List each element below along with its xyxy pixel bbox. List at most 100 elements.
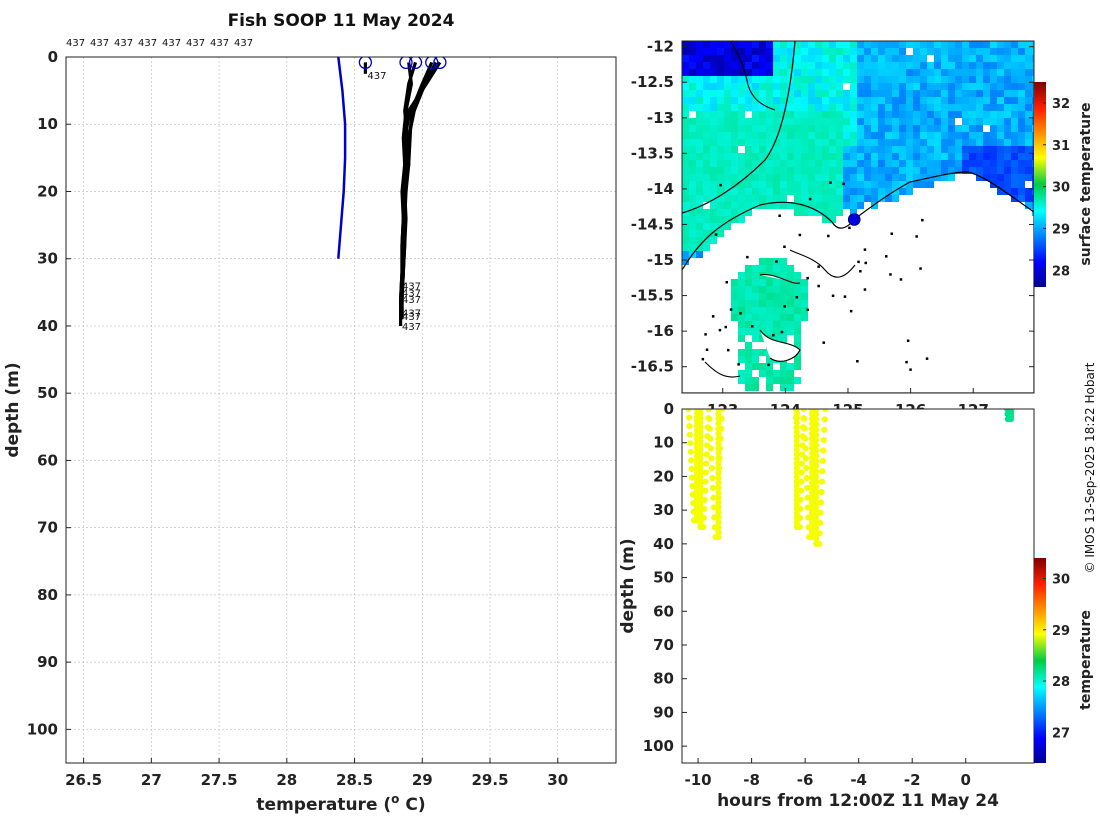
sst-cell: [710, 174, 717, 181]
profile-cast-label: 437: [402, 282, 421, 293]
temperature-sample-point: [709, 474, 716, 482]
sst-cell: [990, 90, 997, 97]
sst-cell: [885, 41, 892, 48]
sst-cell: [1004, 188, 1011, 195]
sst-cell: [892, 153, 899, 160]
sst-cell: [871, 118, 878, 125]
sst-cell: [934, 76, 941, 83]
sst-cell: [738, 377, 745, 384]
sst-cell: [780, 55, 787, 62]
temperature-sample-point: [820, 447, 827, 454]
temperature-sample-point: [793, 523, 800, 531]
sst-cell: [913, 48, 920, 55]
sst-cell: [717, 118, 724, 125]
sst-cell: [752, 97, 759, 104]
sst-cell: [773, 111, 780, 118]
sst-cell: [1018, 132, 1025, 139]
sst-cell: [759, 286, 766, 293]
profile-cast-label: 437: [402, 309, 421, 320]
sst-cell: [787, 48, 794, 55]
sst-cell: [934, 90, 941, 97]
sst-cell: [913, 111, 920, 118]
sst-cell: [801, 209, 808, 216]
sst-cell: [913, 76, 920, 83]
sst-cell: [815, 41, 822, 48]
sst-cell: [829, 125, 836, 132]
sst-cell: [745, 314, 752, 321]
sst-cell: [717, 209, 724, 216]
sst-cell: [997, 62, 1004, 69]
sst-cell: [752, 48, 759, 55]
sst-cell: [780, 153, 787, 160]
sst-cell: [752, 167, 759, 174]
sst-cell: [696, 69, 703, 76]
sst-cell: [1018, 41, 1025, 48]
sst-cell: [843, 174, 850, 181]
temperature-sample-point: [813, 437, 820, 444]
sst-cell: [997, 69, 1004, 76]
sst-cell: [1011, 167, 1018, 174]
sst-cell: [913, 118, 920, 125]
temperature-sample-point: [686, 414, 693, 421]
sst-cell: [1025, 132, 1032, 139]
bathymetry-contour: [682, 41, 796, 214]
island-dot: [705, 348, 709, 351]
sst-cell: [759, 41, 766, 48]
island-dot: [724, 325, 727, 329]
sst-cell: [759, 97, 766, 104]
sst-cell: [969, 118, 976, 125]
sst-cell: [773, 69, 780, 76]
sst-cell: [899, 104, 906, 111]
sst-cell: [773, 174, 780, 181]
island-dot: [780, 330, 784, 334]
sst-cell: [962, 48, 969, 55]
island-dot: [714, 233, 718, 236]
sst-cell: [780, 370, 787, 377]
sst-cell: [717, 160, 724, 167]
sst-cell: [682, 132, 689, 139]
profile-y-tick-label: 0: [48, 48, 58, 66]
sst-cells: [682, 41, 1034, 391]
sst-cell: [906, 83, 913, 90]
sst-cell: [731, 48, 738, 55]
sst-cell: [731, 160, 738, 167]
temperature-sample-point: [820, 437, 827, 444]
timeseries-x-tick-label: -8: [743, 771, 760, 789]
sst-cell: [1018, 76, 1025, 83]
sst-cell: [787, 377, 794, 384]
profile-top-labels: 437 437 437 437 437 437 437 437: [66, 38, 253, 49]
sst-cell: [962, 83, 969, 90]
sst-cell: [682, 202, 689, 209]
sst-cell: [682, 76, 689, 83]
sst-cell: [899, 48, 906, 55]
sst-cell: [717, 69, 724, 76]
sst-cell: [703, 62, 710, 69]
sst-cell: [745, 55, 752, 62]
sst-cell: [864, 195, 871, 202]
sst-cell: [759, 279, 766, 286]
sst-cell: [913, 41, 920, 48]
sst-cell: [878, 153, 885, 160]
sst-cell: [752, 139, 759, 146]
sst-cell: [682, 251, 689, 258]
sst-cell: [696, 181, 703, 188]
sst-cell: [850, 97, 857, 104]
island-dots: [701, 181, 929, 371]
sst-cell: [787, 279, 794, 286]
sst-cell: [871, 181, 878, 188]
sst-cell: [731, 118, 738, 125]
temperature-sample-point: [715, 504, 722, 511]
sst-cell: [815, 174, 822, 181]
sst-cell: [871, 167, 878, 174]
sst-cell: [703, 97, 710, 104]
timeseries-x-tick-label: -4: [850, 771, 867, 789]
sst-cell: [787, 188, 794, 195]
sst-cell: [773, 181, 780, 188]
sst-cell: [871, 62, 878, 69]
sst-cell: [766, 83, 773, 90]
sst-cell: [955, 104, 962, 111]
sst-cell: [857, 83, 864, 90]
sst-cell: [717, 90, 724, 97]
sst-cell: [703, 237, 710, 244]
sst-cell: [801, 139, 808, 146]
